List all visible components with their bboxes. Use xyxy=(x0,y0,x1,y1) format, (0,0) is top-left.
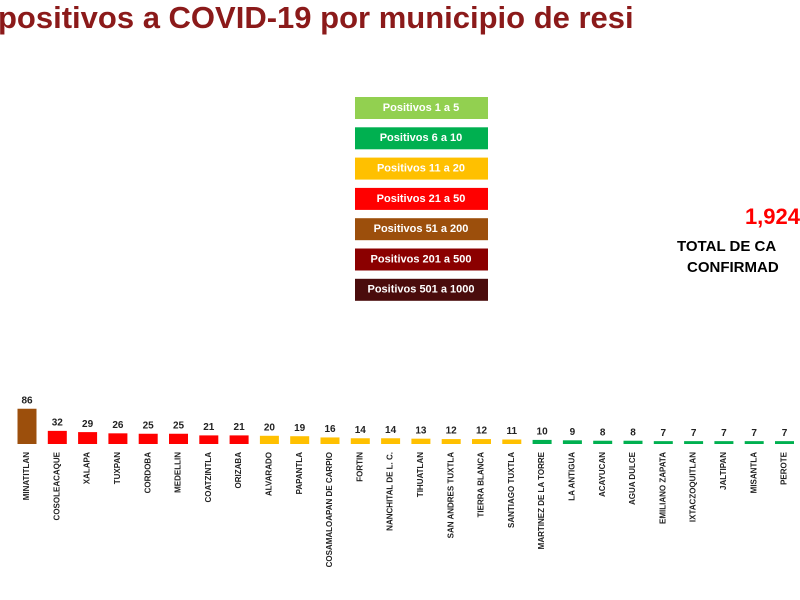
value-label: 9 xyxy=(570,427,576,438)
legend-swatch xyxy=(355,97,488,119)
chart-title: positivos a COVID-19 por municipio de re… xyxy=(0,0,634,35)
x-tick-label: JALTIPAN xyxy=(719,452,728,490)
legend-label: Positivos 6 a 10 xyxy=(380,132,463,144)
bar xyxy=(744,441,764,444)
x-tick-label: IXTACZOQUITLAN xyxy=(689,452,698,522)
value-label: 26 xyxy=(112,420,124,431)
x-tick-label: XALAPA xyxy=(83,452,92,485)
bar xyxy=(229,435,249,444)
bar xyxy=(441,439,461,444)
legend-swatch xyxy=(355,127,488,150)
bar xyxy=(17,408,37,444)
x-tick-label: MARTINEZ DE LA TORRE xyxy=(537,451,546,549)
x-tick-label: ACAYUCAN xyxy=(598,452,607,497)
bar xyxy=(381,438,401,444)
bar xyxy=(593,440,613,444)
legend-label: Positivos 21 a 50 xyxy=(377,193,466,205)
legend-label: Positivos 51 a 200 xyxy=(374,223,469,235)
legend-swatch xyxy=(355,157,488,180)
total-label: TOTAL DE CA xyxy=(677,238,776,255)
value-label: 7 xyxy=(782,428,788,439)
legend-swatch xyxy=(355,278,488,301)
x-tick-label: MISANTLA xyxy=(749,452,758,494)
bar xyxy=(653,441,673,444)
bar xyxy=(684,441,704,444)
value-label: 19 xyxy=(294,423,306,434)
value-label: 32 xyxy=(52,418,64,429)
legend-label: Positivos 201 a 500 xyxy=(371,253,472,265)
legend-swatch xyxy=(355,248,488,271)
legend-swatch xyxy=(355,218,488,241)
x-tick-label: TUXPAN xyxy=(113,452,122,485)
value-label: 20 xyxy=(264,422,276,433)
bar xyxy=(259,435,279,444)
value-label: 16 xyxy=(324,424,336,435)
value-label: 8 xyxy=(600,427,606,438)
bar xyxy=(502,439,522,444)
value-label: 7 xyxy=(721,428,727,439)
x-tick-label: PEROTE xyxy=(780,451,789,485)
value-label: 7 xyxy=(691,428,697,439)
bar xyxy=(562,440,582,444)
x-tick-label: CORDOBA xyxy=(143,452,152,494)
legend-label: Positivos 1 a 5 xyxy=(383,102,459,114)
bar xyxy=(290,436,310,444)
x-tick-label: MINATITLAN xyxy=(22,452,31,501)
value-label: 10 xyxy=(537,427,549,438)
bar xyxy=(472,439,491,444)
legend-label: Positivos 11 a 20 xyxy=(377,163,465,175)
x-tick-label: EMILIANO ZAPATA xyxy=(658,452,667,524)
x-tick-label: LA ANTIGUA xyxy=(568,452,577,501)
x-tick-label: FORTIN xyxy=(355,452,364,482)
bar xyxy=(108,433,128,444)
bar xyxy=(532,439,552,444)
value-label: 7 xyxy=(751,428,757,439)
x-tick-label: SAN ANDRES TUXTLA xyxy=(446,452,455,539)
total-value: 1,924 xyxy=(745,204,800,229)
x-tick-label: COSAMALOAPAN DE CARPIO xyxy=(325,452,334,567)
bar xyxy=(350,438,370,444)
legend-swatch xyxy=(355,187,488,210)
value-label: 29 xyxy=(82,419,94,430)
value-label: 8 xyxy=(630,427,636,438)
bar xyxy=(411,438,431,444)
x-tick-label: TIHUATLAN xyxy=(416,452,425,497)
bar xyxy=(78,432,98,444)
value-label: 14 xyxy=(355,425,367,436)
bar xyxy=(138,433,158,444)
value-label: 21 xyxy=(203,422,215,433)
total-label: CONFIRMAD xyxy=(687,259,779,276)
value-label: 13 xyxy=(415,425,427,436)
value-label: 11 xyxy=(507,426,518,437)
bar xyxy=(623,440,643,444)
value-label: 25 xyxy=(143,420,155,431)
value-label: 12 xyxy=(446,426,458,437)
x-tick-label: AGUA DULCE xyxy=(628,451,637,505)
value-label: 7 xyxy=(661,428,667,439)
legend-label: Positivos 501 a 1000 xyxy=(367,284,474,296)
bar xyxy=(775,441,794,444)
x-tick-label: SANTIAGO TUXTLA xyxy=(507,452,516,528)
bar xyxy=(320,437,340,444)
value-label: 25 xyxy=(173,420,185,431)
x-tick-label: MEDELLIN xyxy=(174,452,183,493)
bar xyxy=(714,441,734,444)
x-tick-label: ALVARADO xyxy=(265,452,274,496)
value-label: 14 xyxy=(385,425,397,436)
x-tick-label: COATZINTLA xyxy=(204,452,213,503)
x-tick-label: ORIZABA xyxy=(234,452,243,489)
value-label: 86 xyxy=(21,395,33,406)
bar xyxy=(47,430,67,444)
bar xyxy=(199,435,219,444)
x-tick-label: PAPANTLA xyxy=(295,452,304,495)
x-tick-label: NANCHITAL DE L. C. xyxy=(386,452,395,531)
bar xyxy=(169,433,188,444)
value-label: 21 xyxy=(234,422,246,433)
x-tick-label: TIERRA BLANCA xyxy=(477,452,486,518)
x-tick-label: COSOLEACAQUE xyxy=(52,451,61,520)
value-label: 12 xyxy=(476,426,488,437)
